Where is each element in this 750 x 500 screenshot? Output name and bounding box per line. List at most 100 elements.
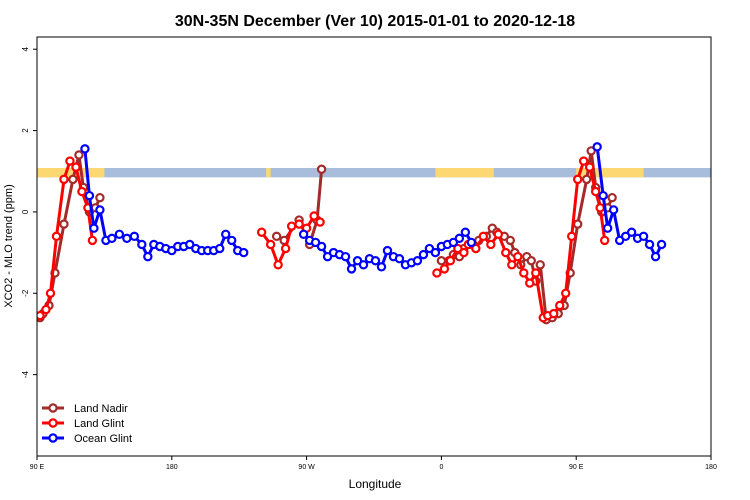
legend: Land Nadir Land Glint Ocean Glint xyxy=(42,403,132,445)
land-glint-point xyxy=(265,239,276,250)
y-tick-label: 0 xyxy=(21,209,30,214)
ocean-glint-point xyxy=(592,142,602,152)
land-glint-point xyxy=(432,268,442,278)
land-glint-point xyxy=(519,268,529,278)
ocean-glint-point xyxy=(454,233,465,244)
y-tick-label: -2 xyxy=(21,289,30,297)
ocean-glint-point xyxy=(448,237,459,248)
land-segment-2 xyxy=(435,167,494,178)
ocean-glint-point xyxy=(352,256,363,266)
ocean-glint-point xyxy=(418,249,429,260)
ocean-glint-point xyxy=(376,262,387,272)
land-glint-point xyxy=(493,229,504,239)
land-glint-point xyxy=(37,310,45,321)
ocean-glint-point xyxy=(650,251,661,262)
land-glint-point xyxy=(294,219,304,229)
ocean-glint-point xyxy=(608,205,619,215)
land-glint-point xyxy=(595,203,605,213)
land-nadir-point xyxy=(572,219,583,229)
land-glint-point xyxy=(531,268,541,278)
land-glint-point xyxy=(507,260,517,270)
ocean-glint-point xyxy=(89,223,99,233)
land-nadir-point xyxy=(607,192,617,203)
land-glint-point xyxy=(578,156,589,166)
legend-label-ocean-glint: Ocean Glint xyxy=(74,433,132,445)
ocean-glint-point xyxy=(322,251,333,262)
ocean-glint-point xyxy=(122,233,132,244)
land-glint-point xyxy=(572,174,583,185)
y-axis-label: XCO2 - MLO trend (ppm) xyxy=(3,184,15,307)
land-nadir-point xyxy=(526,256,536,266)
land-glint-point xyxy=(555,300,565,311)
ocean-glint-point xyxy=(114,229,125,239)
land-segment-0 xyxy=(37,167,105,178)
ocean-glint-point xyxy=(430,247,441,258)
land-glint-point xyxy=(315,217,325,227)
land-glint-point xyxy=(309,211,319,221)
land-glint-point xyxy=(273,260,283,270)
plot-frame xyxy=(36,36,712,457)
ocean-glint-point xyxy=(466,237,477,248)
land-segment-1 xyxy=(266,167,271,178)
land-glint-point xyxy=(445,256,456,266)
x-axis: 90 E 180 90 W 0 90 E 180 xyxy=(30,456,717,471)
x-axis-label: Longitude xyxy=(349,477,402,491)
ocean-glint-point xyxy=(227,235,237,246)
land-glint-point xyxy=(77,186,87,197)
series-layer xyxy=(37,142,667,325)
land-glint-point xyxy=(599,235,610,246)
land-glint-point xyxy=(65,156,75,166)
ocean-glint-point xyxy=(238,247,249,258)
land-nadir-point xyxy=(505,235,515,246)
ocean-glint-point xyxy=(602,223,613,233)
land-glint-point xyxy=(525,278,535,288)
ocean-glint-point xyxy=(370,256,381,266)
ocean-glint-point xyxy=(316,241,327,252)
land-nadir-point xyxy=(535,260,545,270)
y-tick-label: 2 xyxy=(21,128,30,133)
land-nadir-point xyxy=(68,174,78,185)
land-nadir-point xyxy=(316,164,327,174)
x-tick-label: 90 W xyxy=(298,464,315,471)
land-glint-point xyxy=(280,243,291,254)
ocean-band xyxy=(37,167,711,178)
ocean-glint-point xyxy=(598,190,608,201)
ocean-glint-point xyxy=(424,243,435,254)
ocean-glint-point xyxy=(358,260,369,270)
land-glint-point xyxy=(486,239,496,250)
land-nadir-point xyxy=(436,256,447,266)
ocean-glint-point xyxy=(340,251,351,262)
ocean-glint-point xyxy=(129,231,140,242)
land-glint-line-0 xyxy=(38,159,94,317)
land-glint-point xyxy=(567,231,577,242)
ocean-glint-point xyxy=(614,235,625,246)
chart-title: 30N-35N December (Ver 10) 2015-01-01 to … xyxy=(175,13,575,30)
ocean-glint-point xyxy=(185,239,195,250)
land-glint-point xyxy=(453,243,463,254)
ocean-glint-point xyxy=(644,239,655,250)
ocean-glint-point xyxy=(167,245,177,256)
land-glint-point xyxy=(286,221,297,231)
ocean-glint-point xyxy=(310,237,321,248)
ocean-glint-point xyxy=(84,190,95,201)
legend-marker-ocean-glint xyxy=(48,433,58,443)
land-nadir-point xyxy=(581,174,592,185)
land-glint-point xyxy=(51,231,62,242)
land-nadir-point xyxy=(59,219,69,229)
land-glint-point xyxy=(478,231,489,242)
land-nadir-point xyxy=(95,192,105,203)
land-glint-point xyxy=(513,251,523,262)
land-glint-point xyxy=(41,304,51,315)
land-nadir-point xyxy=(586,146,596,156)
ocean-glint-point xyxy=(215,243,225,254)
ocean-glint-point xyxy=(412,256,423,266)
land-ocean-mask xyxy=(37,167,711,178)
land-segment-3 xyxy=(576,167,644,178)
legend-marker-land-nadir xyxy=(48,403,58,413)
legend-label-land-glint: Land Glint xyxy=(74,418,124,430)
land-glint-point xyxy=(45,288,56,298)
ocean-glint-point xyxy=(80,144,90,154)
x-tick-label: 180 xyxy=(705,464,717,471)
legend-label-land-nadir: Land Nadir xyxy=(74,403,128,415)
